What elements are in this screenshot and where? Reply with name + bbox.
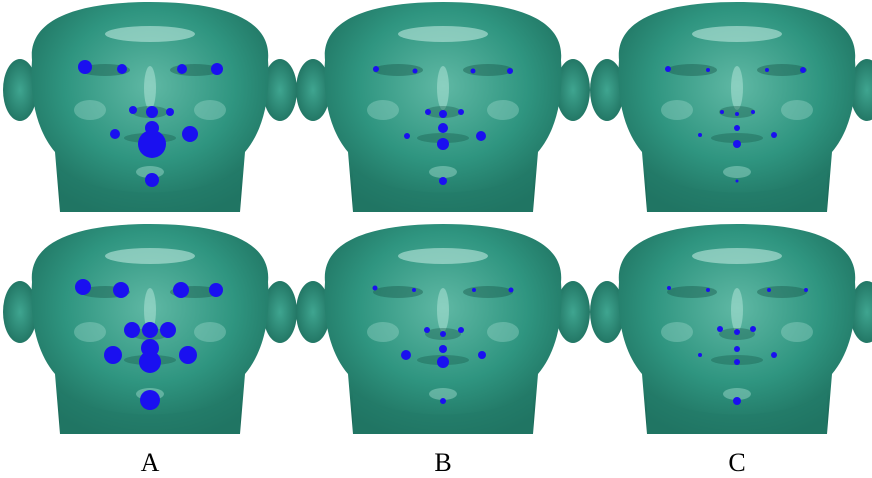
- face-render: [590, 224, 872, 434]
- face-render: [590, 2, 872, 212]
- panel-label: A: [141, 448, 160, 477]
- page: {"labels": ["A", "B", "C"]}: [0, 0, 872, 478]
- figure: A B C: [0, 0, 872, 478]
- panel-label: B: [434, 448, 451, 477]
- panel-label: C: [728, 448, 745, 477]
